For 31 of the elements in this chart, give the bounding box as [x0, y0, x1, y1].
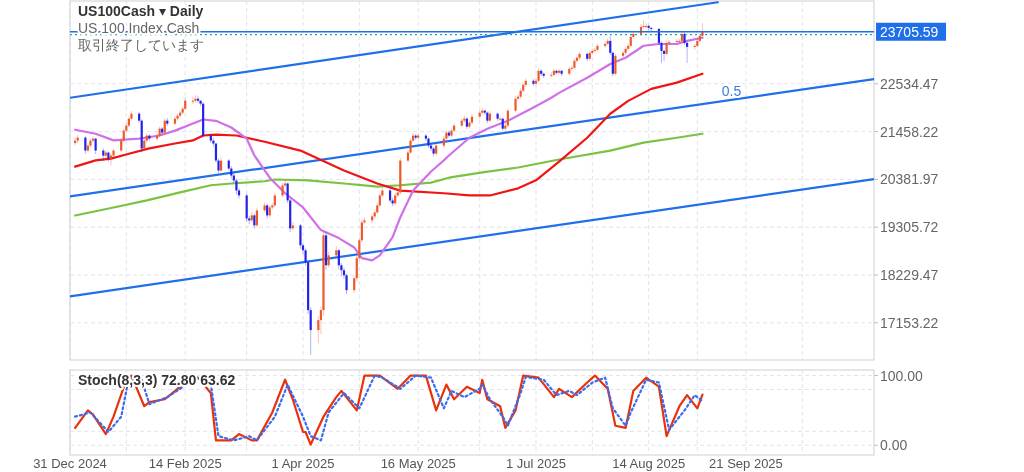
- x-tick-label: 1 Apr 2025: [271, 456, 335, 471]
- line-series: [74, 72, 704, 197]
- candlestick: [516, 93, 520, 101]
- y-tick-label: 18229.47: [880, 267, 939, 283]
- y-tick-label: 20381.97: [880, 171, 939, 188]
- candlestick: [593, 47, 596, 53]
- candlestick: [301, 242, 305, 255]
- y-tick-label: 17153.22: [880, 314, 939, 331]
- annotation: 取引終了しています: [78, 37, 204, 53]
- candlestick: [232, 172, 235, 184]
- y-tick-label: 100.00: [880, 367, 924, 384]
- ref-line-label: 23705.59: [880, 23, 939, 40]
- candlestick: [283, 180, 287, 188]
- x-tick-label: 31 Dec 2024: [33, 456, 107, 471]
- candlestick: [91, 135, 95, 144]
- candlestick: [237, 187, 241, 200]
- x-tick-label: 16 May 2025: [380, 456, 456, 471]
- y-tick-label: 19305.72: [880, 219, 939, 236]
- chart-title: US100Cash ▾ Daily: [78, 3, 204, 19]
- annotation: 0.5: [721, 82, 742, 99]
- candlestick: [570, 65, 573, 72]
- candlestick: [499, 115, 502, 122]
- x-tick-label: 1 Jul 2025: [506, 456, 567, 471]
- x-tick-label: 21 Sep 2025: [709, 456, 783, 471]
- x-tick-label: 14 Aug 2025: [612, 456, 686, 471]
- line-series: [74, 132, 704, 217]
- candlestick: [342, 266, 346, 280]
- y-tick-label: 22534.47: [880, 75, 939, 92]
- x-tick-label: 14 Feb 2025: [148, 456, 222, 471]
- y-tick-label: 0.00: [880, 437, 908, 454]
- y-tick-label: 21458.22: [880, 123, 939, 140]
